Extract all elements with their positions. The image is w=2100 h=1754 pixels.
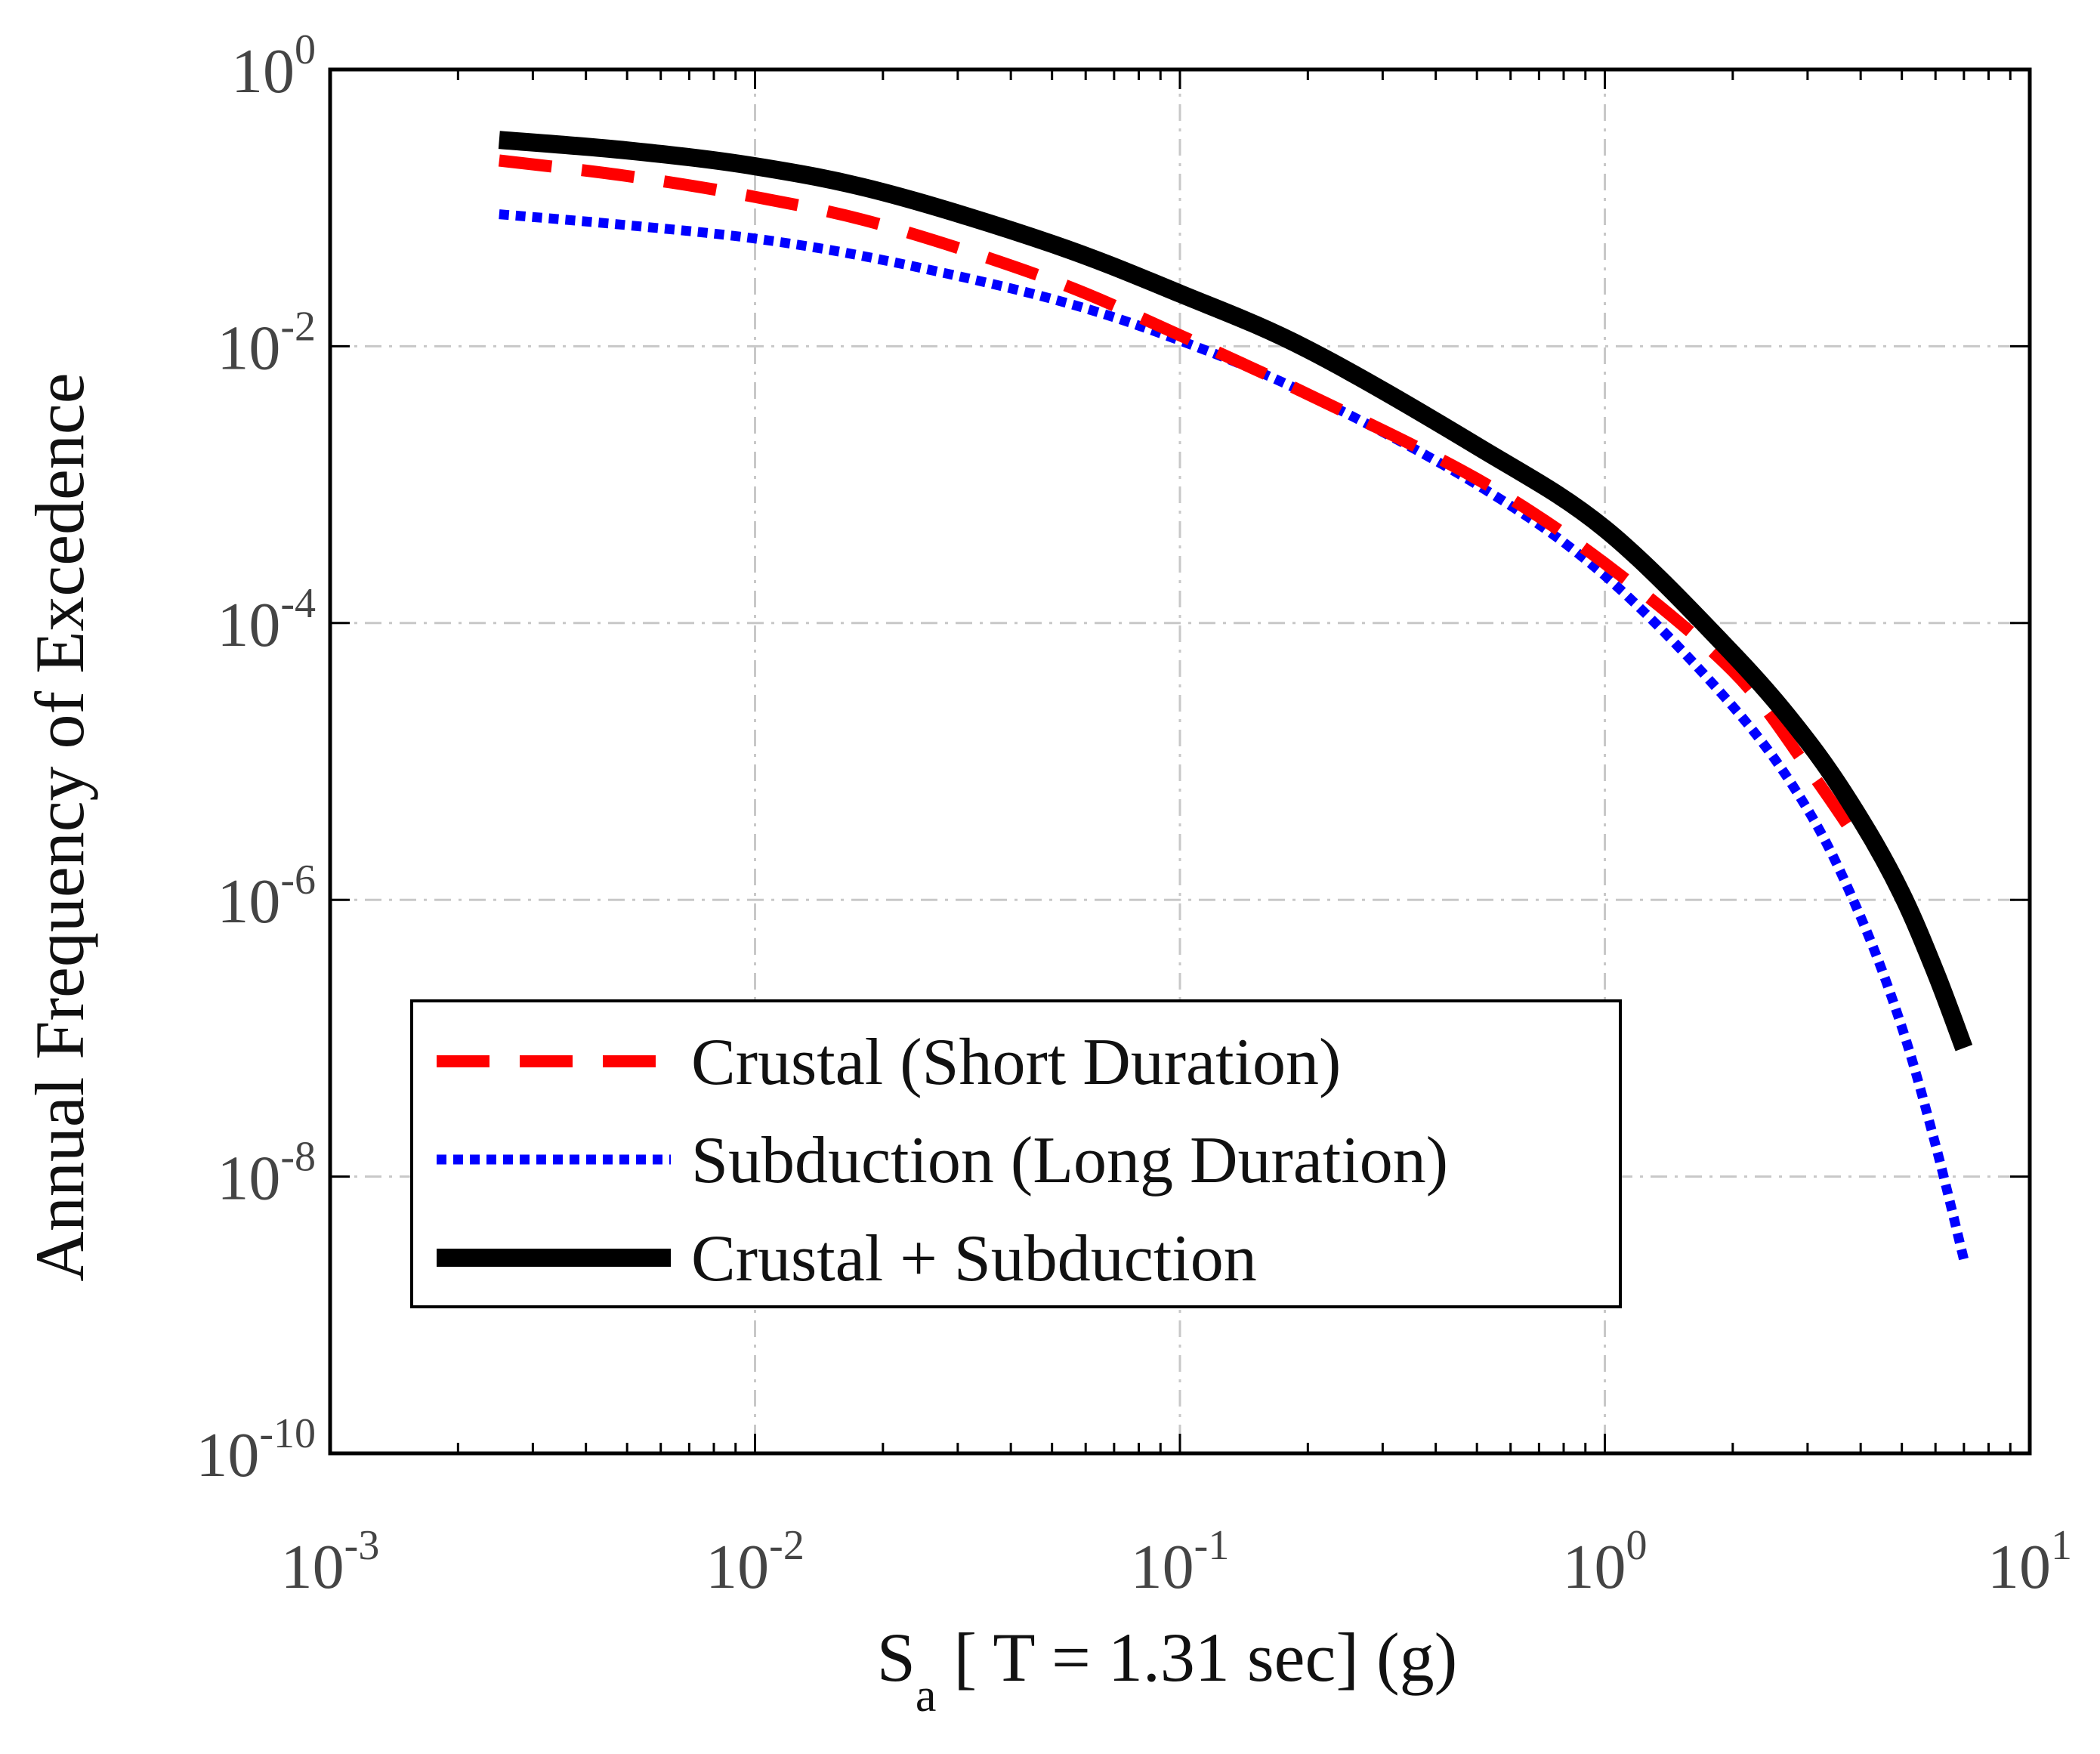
legend: Crustal (Short Duration) Subduction (Long… xyxy=(410,999,1622,1308)
y-tick-label: 10-6 xyxy=(217,857,316,937)
x-tick-label-base: 10 xyxy=(281,1532,344,1602)
x-axis-label-rest: [ T = 1.31 sec] (g) xyxy=(936,1619,1457,1696)
series-line-crustal-subduction xyxy=(498,131,1973,1051)
y-tick-label-exponent: -2 xyxy=(280,303,316,350)
y-tick-label-base: 10 xyxy=(217,590,280,660)
x-axis-label: Sa [ T = 1.31 sec] (g) xyxy=(877,1619,1457,1722)
y-tick-label: 100 xyxy=(231,26,316,107)
x-tick-label: 100 xyxy=(1563,1522,1648,1602)
x-tick-label: 101 xyxy=(1987,1522,2072,1602)
y-tick-label: 10-10 xyxy=(196,1410,316,1490)
y-tick-label: 10-8 xyxy=(217,1134,316,1214)
plot-frame xyxy=(328,67,2032,1456)
x-tick-label-base: 10 xyxy=(706,1532,769,1602)
series-line-crustal-short-duration xyxy=(498,154,1866,848)
y-tick-label-base: 10 xyxy=(217,313,280,383)
x-tick-label: 10-2 xyxy=(706,1522,804,1602)
y-tick-label-exponent: -6 xyxy=(280,857,316,903)
y-tick-label: 10-4 xyxy=(217,580,316,660)
y-tick-label-exponent: -10 xyxy=(259,1410,316,1457)
x-tick-label-exponent: 0 xyxy=(1626,1522,1648,1569)
x-tick-label-exponent: 1 xyxy=(2051,1522,2072,1569)
y-tick-label-exponent: 0 xyxy=(295,26,316,73)
x-tick-labels: 10-3 10-2 10-1 100 101 xyxy=(281,1522,2072,1602)
legend-label-subduction-long-duration: Subduction (Long Duration) xyxy=(691,1124,1448,1197)
series-line-subduction-long-duration xyxy=(499,209,1969,1261)
x-tick-label-exponent: -2 xyxy=(769,1522,804,1569)
y-tick-label-exponent: -8 xyxy=(280,1134,316,1181)
x-tick-label: 10-1 xyxy=(1131,1522,1230,1602)
y-tick-label-base: 10 xyxy=(196,1420,259,1490)
y-tick-label-base: 10 xyxy=(231,36,295,107)
x-axis-label-main: S xyxy=(877,1619,916,1696)
legend-label-crustal-short-duration: Crustal (Short Duration) xyxy=(691,1026,1341,1099)
x-tick-label-exponent: -3 xyxy=(344,1522,380,1569)
x-tick-label-base: 10 xyxy=(1987,1532,2051,1602)
x-tick-label: 10-3 xyxy=(281,1522,380,1602)
x-axis-label-sub: a xyxy=(916,1670,937,1722)
x-tick-label-exponent: -1 xyxy=(1194,1522,1230,1569)
y-tick-label-base: 10 xyxy=(217,1144,280,1214)
y-tick-label-exponent: -4 xyxy=(280,580,316,627)
legend-label-crustal-subduction: Crustal + Subduction xyxy=(691,1222,1257,1295)
y-axis-label: Annual Frequency of Excedence xyxy=(21,372,98,1281)
series-layer xyxy=(498,131,1973,1261)
x-tick-label-base: 10 xyxy=(1131,1532,1194,1602)
y-tick-label: 10-2 xyxy=(217,303,316,383)
x-tick-label-base: 10 xyxy=(1563,1532,1626,1602)
y-tick-label-base: 10 xyxy=(217,866,280,937)
